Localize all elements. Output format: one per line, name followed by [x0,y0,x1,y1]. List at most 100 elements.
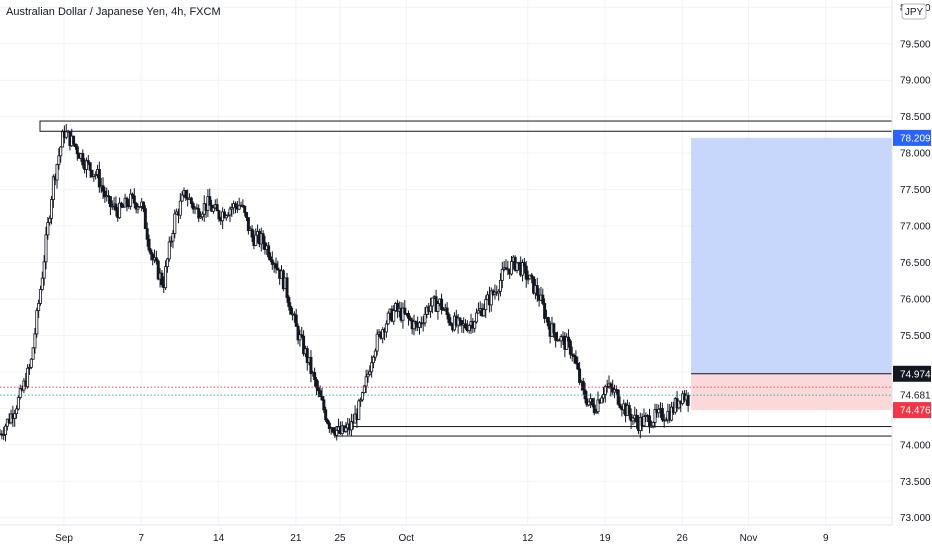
candle-body [559,336,563,342]
candle-body [515,262,519,271]
candle-body [392,310,396,322]
candle-body [581,380,585,391]
x-tick-label: 26 [677,533,689,544]
candle-body [119,202,123,207]
candle-body [664,419,668,422]
candle-body [552,323,556,334]
candle-body [136,206,140,210]
candle-body [320,396,324,401]
y-tick-label: 78.500 [900,112,931,123]
candle-body [46,222,50,236]
candle-body [197,208,201,219]
candle-body [489,290,493,306]
candle-body [4,425,8,435]
candle-body [250,228,254,238]
candle-body [541,294,545,304]
x-tick-label: 14 [213,533,225,544]
candle-body [300,334,304,337]
resistance-zone[interactable] [39,120,893,132]
candle-body [302,335,306,355]
candle-body [151,253,155,261]
price-tag-label: 74.974 [900,369,931,380]
currency-badge[interactable]: JPY [901,3,927,20]
candle-body [543,303,547,319]
candle-body [164,266,168,289]
candle-body [395,302,399,312]
candle-body [594,411,598,414]
candle-body [366,373,370,378]
candle-body [298,334,302,341]
candle-body [600,397,604,404]
candle-body [326,419,330,424]
time-axis[interactable]: Sep 7 14 21 25 Oct 12 19 26 Nov 9 [0,524,892,544]
candle-body [27,366,31,369]
candle-body [114,203,118,211]
candle-body [57,155,61,165]
candle-body [568,340,572,355]
candles-layer [0,123,690,442]
candle-body [331,427,335,433]
x-tick-label: Oct [398,533,414,544]
candle-body [35,310,39,335]
candle-body [375,333,379,352]
candle-body [165,258,169,267]
price-tag-bg [893,402,931,419]
candle-body [147,238,151,251]
candle-body [414,321,418,324]
position-target-zone[interactable] [691,137,892,374]
candle-body [51,176,55,200]
candle-body [482,309,486,317]
price-tag-label: 78.209 [900,133,931,144]
candle-body [565,336,569,350]
candle-body [464,323,468,329]
candle-body [526,278,530,281]
candle-body [401,307,405,321]
candle-body [180,194,184,202]
candle-body [484,299,488,311]
candle-body [660,408,664,421]
candle-body [456,317,460,326]
candle-body [118,202,122,219]
candle-body [572,354,576,358]
candle-body [138,205,142,208]
candle-body [72,135,76,145]
candle-body [50,199,54,219]
candle-body [460,320,464,326]
candle-body [436,303,440,312]
candle-body [327,422,331,430]
candle-body [178,200,182,216]
candle-body [458,317,462,321]
candle-body [475,312,479,323]
candle-body [635,414,639,423]
candle-body [370,362,374,373]
candle-body [618,403,622,409]
price-lines-layer [0,386,892,396]
candle-body [184,190,188,199]
candle-body [245,212,249,218]
price-axis[interactable]: 73.00073.50074.00074.50075.00075.50076.0… [891,0,932,550]
candle-body [521,262,525,276]
candle-body [335,430,339,436]
candle-body [412,321,416,330]
candle-body [627,405,631,415]
candle-body [530,274,534,278]
candle-body [208,196,212,206]
candle-body [13,413,17,419]
position-stop-zone[interactable] [691,373,892,411]
candle-body [554,332,558,341]
candle-body [44,234,48,263]
candle-body [129,193,133,207]
currency-badge-label: JPY [905,7,924,18]
x-tick-label: 25 [334,533,346,544]
candle-body [294,314,298,327]
price-tag: 74.476 [893,402,931,419]
x-tick-label: Sep [55,533,73,544]
candle-body [241,204,245,207]
position-tool[interactable] [691,137,892,411]
candle-body [42,261,46,279]
candle-body [364,376,368,387]
chart-title: Australian Dollar / Japanese Yen, 4h, FX… [6,6,221,18]
candle-body [154,257,158,262]
support-zone[interactable] [335,426,893,437]
